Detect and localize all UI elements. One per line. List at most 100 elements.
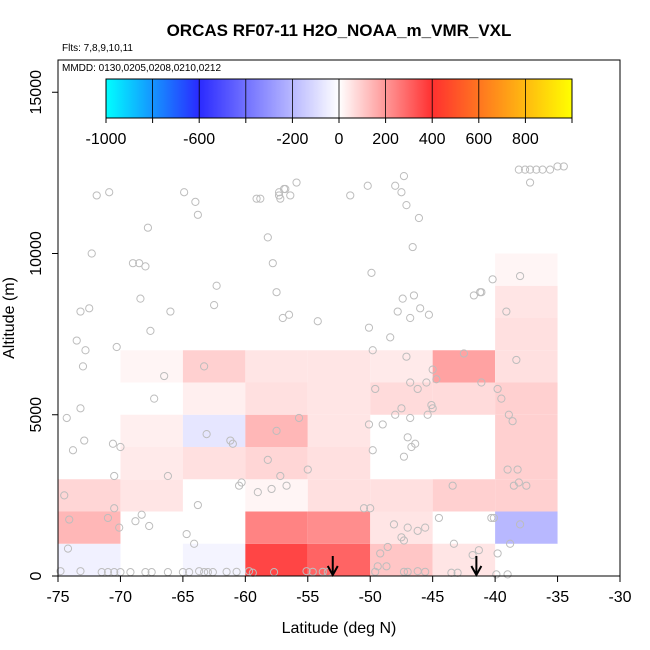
data-point [522, 481, 531, 490]
data-point [474, 546, 483, 555]
heatmap-cell [58, 479, 121, 512]
data-point [399, 567, 409, 576]
data-point [402, 201, 411, 210]
data-point [228, 439, 237, 448]
data-point [92, 191, 101, 200]
data-point [112, 342, 121, 352]
data-point [318, 567, 327, 576]
heatmap-cell [120, 350, 183, 383]
data-point [116, 442, 125, 452]
arrow-head [470, 565, 483, 578]
data-point [413, 384, 422, 394]
data-point [413, 526, 422, 535]
data-point [477, 288, 486, 297]
heatmap-cell [495, 318, 558, 351]
data-point [513, 465, 522, 474]
data-point [434, 513, 444, 523]
heatmap-cell [495, 350, 558, 383]
data-point [391, 410, 400, 419]
data-point [397, 188, 406, 197]
arrow-head [326, 565, 339, 578]
heatmap-cell [245, 350, 308, 383]
data-point [244, 567, 254, 576]
data-point [492, 570, 501, 579]
data-point [145, 521, 154, 531]
data-point [346, 191, 355, 200]
heatmap-cell [245, 479, 308, 512]
data-point [432, 375, 441, 384]
data-point [515, 520, 525, 529]
heatmap-cell [495, 285, 558, 318]
data-point [366, 504, 375, 513]
data-point [131, 517, 140, 526]
data-point [403, 433, 412, 442]
heatmap-cell [307, 382, 371, 415]
x-tick-label: -70 [109, 589, 132, 606]
heatmap-cell [370, 382, 433, 415]
data-point [428, 365, 437, 374]
heatmap-cell [495, 511, 558, 544]
heatmap-cell [432, 543, 496, 576]
data-point [553, 162, 562, 171]
data-point [559, 162, 568, 171]
data-point [182, 529, 191, 539]
data-point [202, 430, 211, 439]
data-point [427, 400, 436, 410]
data-point [85, 304, 94, 313]
data-point [469, 291, 478, 300]
data-point [399, 452, 409, 461]
data-point [56, 567, 65, 576]
heatmap-cell [307, 543, 371, 576]
data-point [78, 362, 88, 371]
data-point [363, 181, 372, 190]
data-point [414, 213, 424, 223]
x-tick-label: -75 [46, 589, 69, 606]
data-point [180, 188, 189, 197]
data-point [60, 491, 69, 500]
data-point [253, 488, 262, 497]
data-point [276, 471, 285, 481]
heatmap-cell [307, 479, 371, 512]
data-point [267, 484, 276, 494]
data-point [403, 523, 412, 532]
heatmap-cell [370, 543, 433, 576]
data-point [222, 567, 231, 576]
x-tick-label: -60 [234, 589, 257, 606]
data-point [386, 333, 395, 342]
data-point [406, 378, 415, 387]
data-point [504, 410, 513, 419]
x-tick-label: -65 [171, 589, 194, 606]
heatmap-cell [182, 382, 246, 415]
data-point [416, 304, 425, 313]
data-point [503, 570, 512, 579]
data-point [81, 346, 90, 355]
data-point [502, 307, 511, 316]
heatmap-cell [245, 447, 308, 480]
data-point [409, 291, 419, 300]
data-point [313, 317, 322, 326]
data-point [367, 268, 376, 277]
heatmap-cell [307, 447, 371, 480]
heatmap-cell [120, 414, 183, 447]
data-point [398, 294, 407, 303]
data-point [103, 513, 113, 523]
y-tick-label: 0 [28, 571, 45, 580]
heatmap-cell [120, 479, 183, 512]
data-point [68, 446, 78, 455]
data-point [371, 384, 380, 394]
data-point [115, 523, 124, 532]
data-point [110, 471, 119, 481]
heatmap-cell [432, 382, 496, 415]
data-point [508, 417, 517, 426]
data-point [150, 394, 159, 403]
data-point [408, 242, 417, 252]
data-point [252, 194, 261, 203]
data-point [292, 178, 301, 187]
heatmap-cell [432, 479, 496, 512]
chart-title: ORCAS RF07-11 H2O_NOAA_m_VMR_VXL [167, 21, 512, 40]
heatmap-cell [182, 350, 246, 383]
data-point [272, 426, 281, 435]
data-point [407, 442, 416, 452]
data-point [65, 515, 74, 524]
